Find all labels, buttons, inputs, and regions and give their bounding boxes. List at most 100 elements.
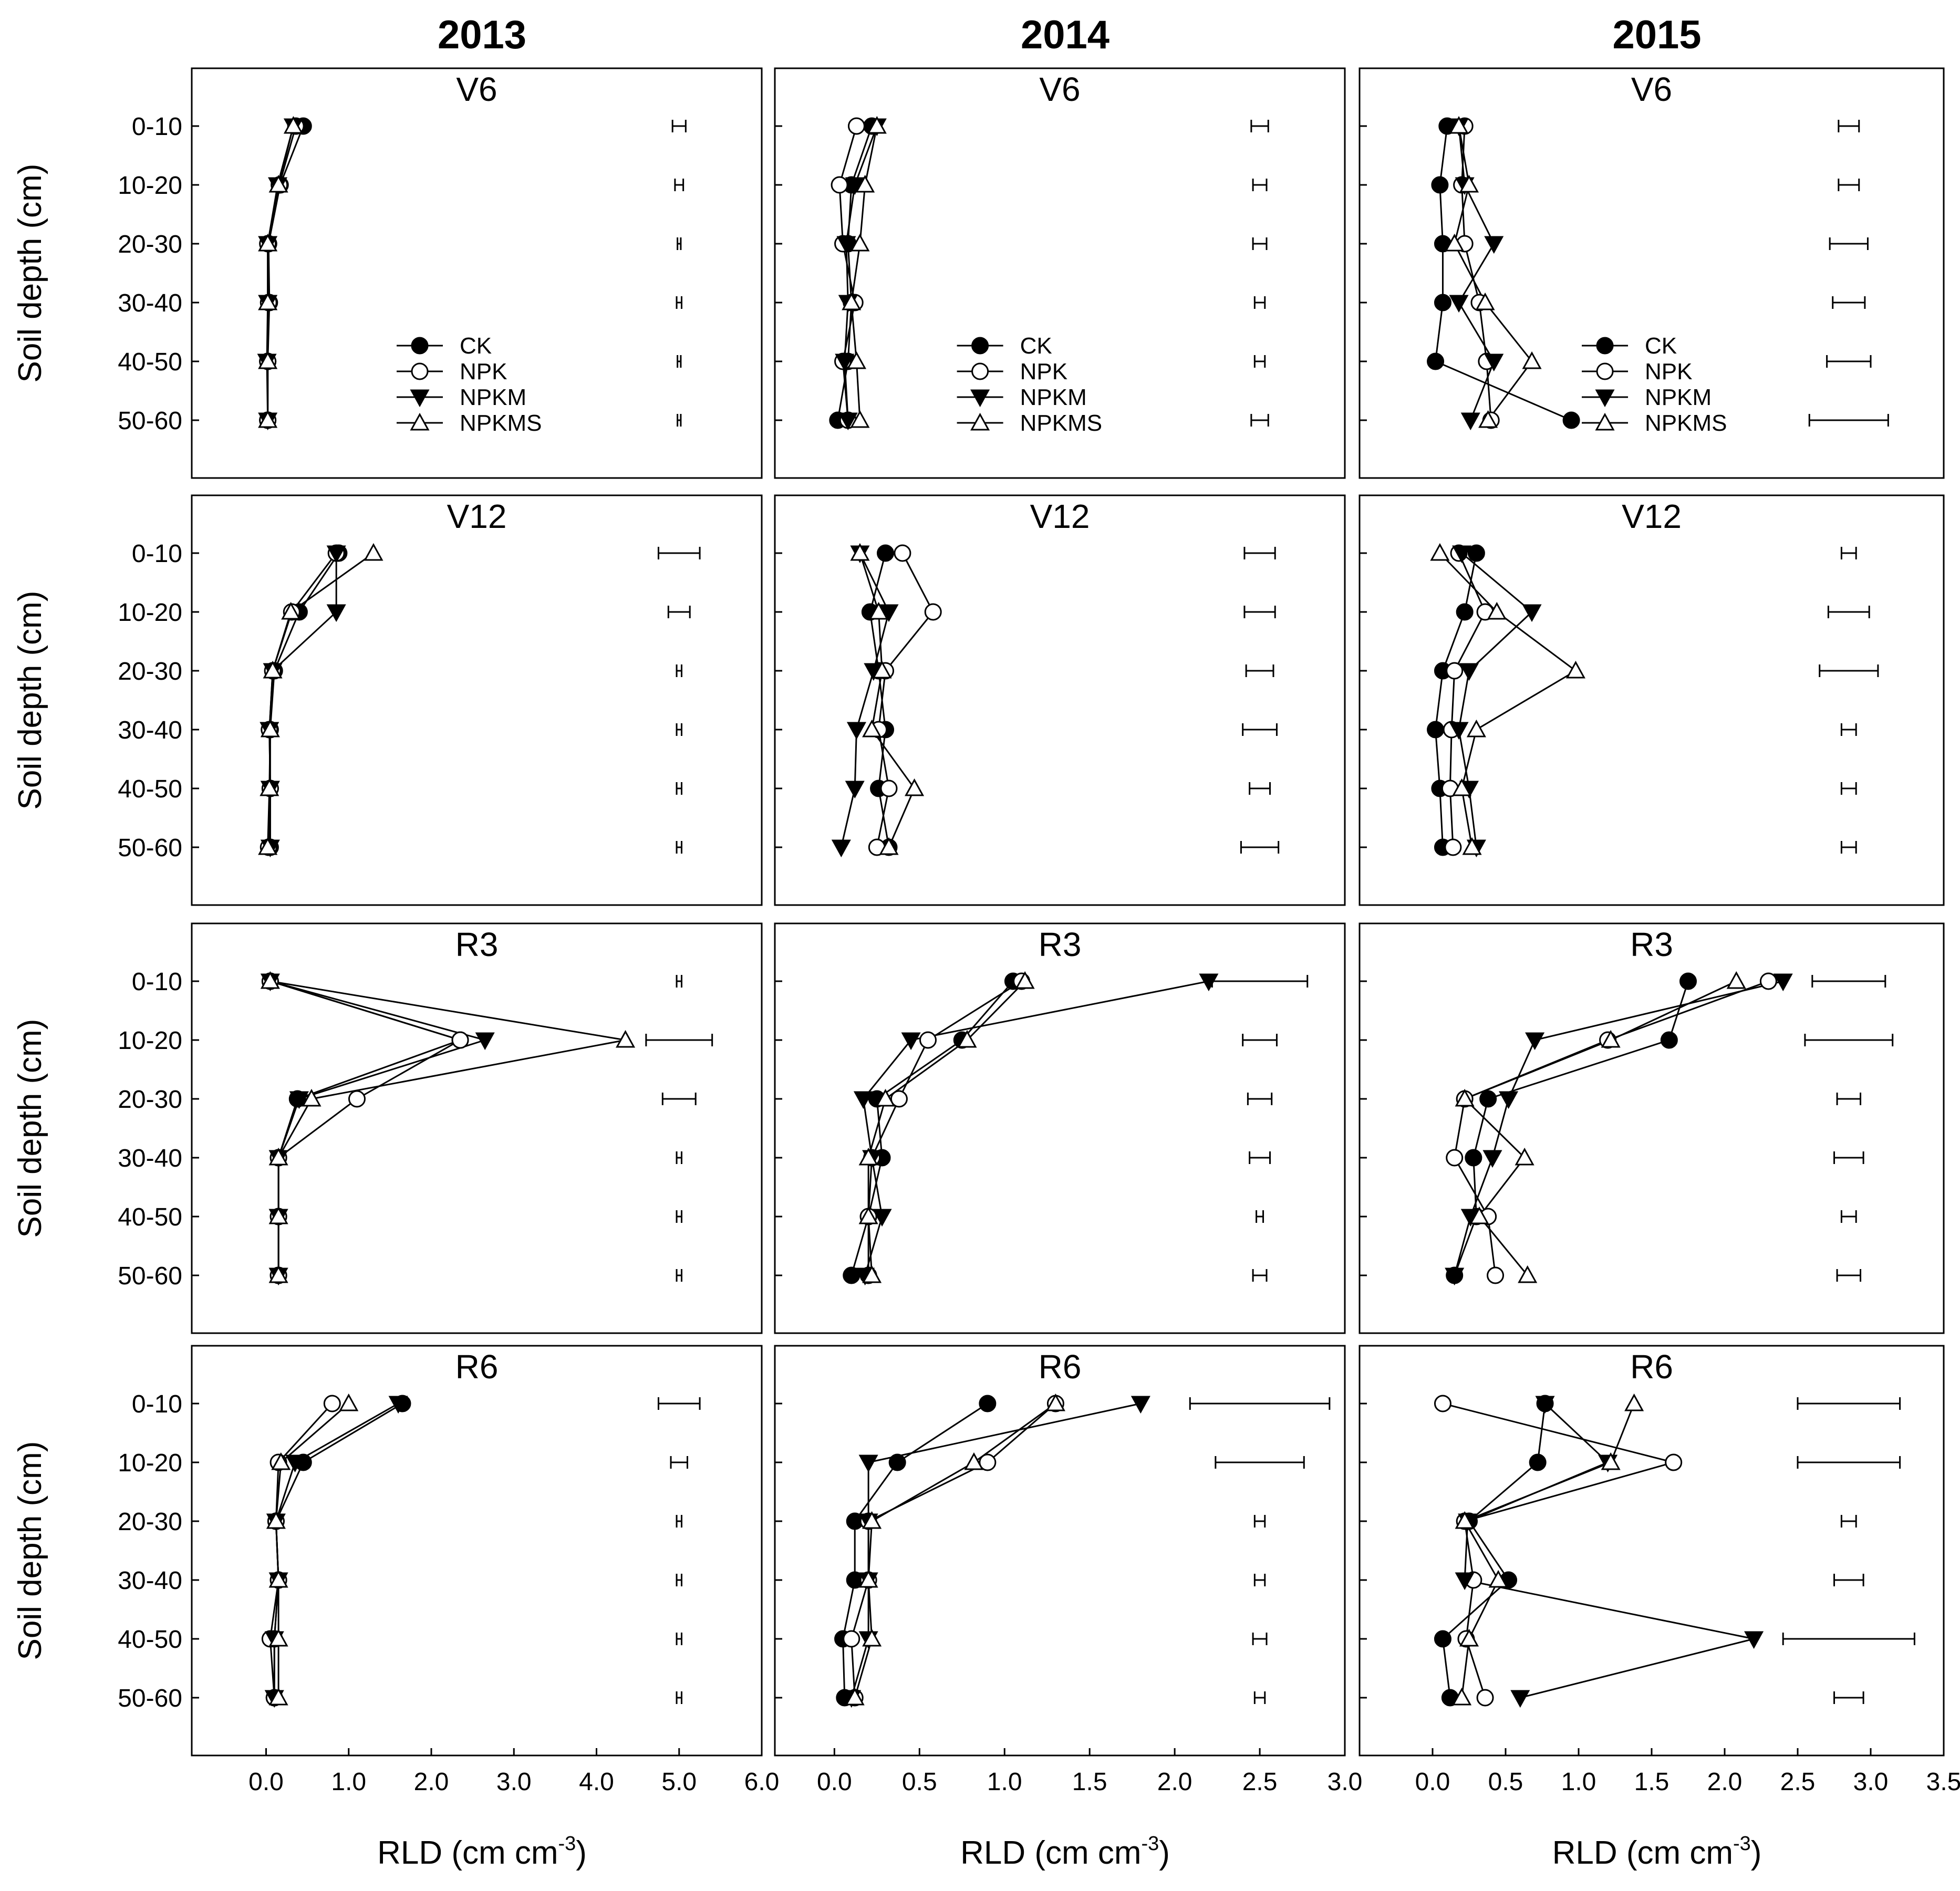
depth-label-40-50: 40-50 <box>118 348 182 376</box>
stage-label-V12: V12 <box>1030 497 1090 535</box>
data-point-CK-10-20 <box>1529 1453 1547 1471</box>
x-tick-label-2.0: 2.0 <box>1707 1768 1743 1796</box>
depth-label-20-30: 20-30 <box>118 231 182 258</box>
data-point-NPKMS-40-50 <box>858 1206 878 1224</box>
series-line-CK <box>1434 126 1572 421</box>
data-point-NPKM-50-60 <box>838 412 858 431</box>
data-point-NPKMS-30-40 <box>858 1147 878 1166</box>
series-line-NPK <box>269 1402 333 1698</box>
data-point-NPKMS-40-50 <box>260 778 279 796</box>
data-point-NPKMS-30-40 <box>260 719 280 737</box>
data-point-NPK-30-40 <box>1446 1149 1464 1167</box>
panel-frame <box>1358 67 1945 479</box>
data-point-NPKM-40-50 <box>872 1209 892 1227</box>
panel-frame <box>191 922 763 1334</box>
data-point-NPKMS-50-60 <box>845 1687 865 1706</box>
data-point-NPK-10-20 <box>924 603 942 621</box>
data-point-CK-40-50 <box>1434 1630 1451 1648</box>
x-axis-label-close: ) <box>1751 1835 1762 1871</box>
stage-label-V6: V6 <box>456 70 497 108</box>
depth-label-10-20: 10-20 <box>118 1027 182 1055</box>
data-point-NPKMS-40-50 <box>846 351 867 369</box>
data-point-NPK-50-60 <box>1444 838 1462 856</box>
x-axis-label-superscript: -3 <box>1141 1833 1159 1855</box>
data-point-NPKMS-30-40 <box>258 292 278 310</box>
data-point-NPKMS-30-40 <box>1488 1570 1508 1588</box>
data-point-NPK-0-10 <box>323 1395 341 1412</box>
data-point-NPKM-10-20 <box>1525 1032 1545 1051</box>
stage-label-R6: R6 <box>455 1348 499 1386</box>
x-tick-label-1.0: 1.0 <box>331 1768 366 1796</box>
data-point-NPKM-0-10 <box>1535 1396 1555 1414</box>
y-axis-label: Soil depth (cm) <box>12 1019 48 1238</box>
data-point-NPKMS-0-10 <box>260 971 280 989</box>
data-point-NPK-50-60 <box>1487 1266 1505 1284</box>
data-point-NPKMS-10-20 <box>281 601 301 620</box>
x-axis-label-text: RLD (cm cm <box>960 1835 1141 1871</box>
data-point-CK-30-40 <box>1434 294 1451 311</box>
data-point-NPKM-30-40 <box>846 722 867 740</box>
depth-label-30-40: 30-40 <box>118 289 182 317</box>
data-point-NPK-40-50 <box>880 780 898 797</box>
data-point-NPKMS-30-40 <box>862 719 882 737</box>
data-point-NPKMS-40-50 <box>268 1206 288 1224</box>
data-point-NPKM-20-30 <box>1459 663 1479 681</box>
x-tick-label-4.0: 4.0 <box>579 1768 614 1796</box>
x-tick-label-1.5: 1.5 <box>1072 1768 1107 1796</box>
panel-2013-V12: V12 0-10 10-20 20-30 30-40 40-50 50-60 <box>118 494 763 906</box>
data-point-CK-0-10 <box>979 1395 997 1412</box>
depth-label-40-50: 40-50 <box>118 1203 182 1231</box>
data-point-NPKM-10-20 <box>879 604 899 622</box>
stage-label-V12: V12 <box>1622 497 1682 535</box>
series-line-NPK <box>838 126 857 421</box>
data-point-NPK-0-10 <box>847 117 865 135</box>
data-point-NPKMS-30-40 <box>268 1570 288 1588</box>
data-point-NPKMS-10-20 <box>1601 1452 1621 1470</box>
data-point-NPK-10-20 <box>979 1453 997 1471</box>
data-point-NPKM-0-10 <box>1199 973 1219 992</box>
x-tick-label-2.5: 2.5 <box>1780 1768 1816 1796</box>
depth-label-0-10: 0-10 <box>132 540 182 568</box>
legend-label-CK: CK <box>460 333 492 359</box>
panel-frame <box>774 494 1346 906</box>
panel-frame <box>191 1345 763 1757</box>
y-axis-label: Soil depth (cm) <box>12 164 48 383</box>
series-line-CK <box>837 126 873 421</box>
data-point-NPKMS-10-20 <box>869 601 889 620</box>
panel-frame <box>191 67 763 479</box>
data-point-NPKMS-40-50 <box>1469 1206 1489 1224</box>
data-point-NPKMS-0-10 <box>1430 543 1450 561</box>
data-point-CK-0-10 <box>1467 544 1485 562</box>
x-axis-label-superscript: -3 <box>1733 1833 1751 1855</box>
series-line-NPKMS <box>859 553 916 848</box>
data-point-NPKM-10-20 <box>475 1032 495 1051</box>
legend-marker-NPKM <box>410 389 430 408</box>
data-point-NPKMS-50-60 <box>1518 1265 1538 1283</box>
data-point-CK-0-10 <box>877 544 895 562</box>
series-line-NPK <box>267 553 337 848</box>
depth-label-20-30: 20-30 <box>118 1086 182 1114</box>
depth-label-40-50: 40-50 <box>118 775 182 803</box>
data-point-CK-50-60 <box>843 1266 860 1284</box>
data-point-NPKM-40-50 <box>835 354 855 372</box>
data-point-CK-50-60 <box>1562 411 1580 429</box>
data-point-NPKM-40-50 <box>1484 354 1504 372</box>
data-point-NPKMS-40-50 <box>1459 1628 1479 1647</box>
data-point-NPKM-0-10 <box>1452 545 1472 564</box>
data-point-NPKMS-20-30 <box>1455 1511 1475 1529</box>
legend-marker-NPK <box>411 362 429 380</box>
data-point-NPKM-0-10 <box>1773 973 1793 992</box>
depth-label-30-40: 30-40 <box>118 716 182 744</box>
series-line-CK <box>273 1402 403 1698</box>
data-point-CK-30-40 <box>1465 1149 1482 1167</box>
x-tick-label-0.0: 0.0 <box>248 1768 284 1796</box>
series-line-CK <box>1442 1403 1546 1698</box>
legend-marker-NPKM <box>970 389 990 408</box>
series-line-NPKM <box>862 980 1209 1276</box>
series-line-NPKM <box>266 126 294 421</box>
data-point-NPKMS-50-60 <box>268 1687 288 1706</box>
x-tick-label-3.5: 3.5 <box>1926 1768 1960 1796</box>
legend-label-NPK: NPK <box>1645 359 1692 385</box>
series-line-NPKMS <box>854 1402 1056 1698</box>
depth-label-20-30: 20-30 <box>118 1508 182 1536</box>
